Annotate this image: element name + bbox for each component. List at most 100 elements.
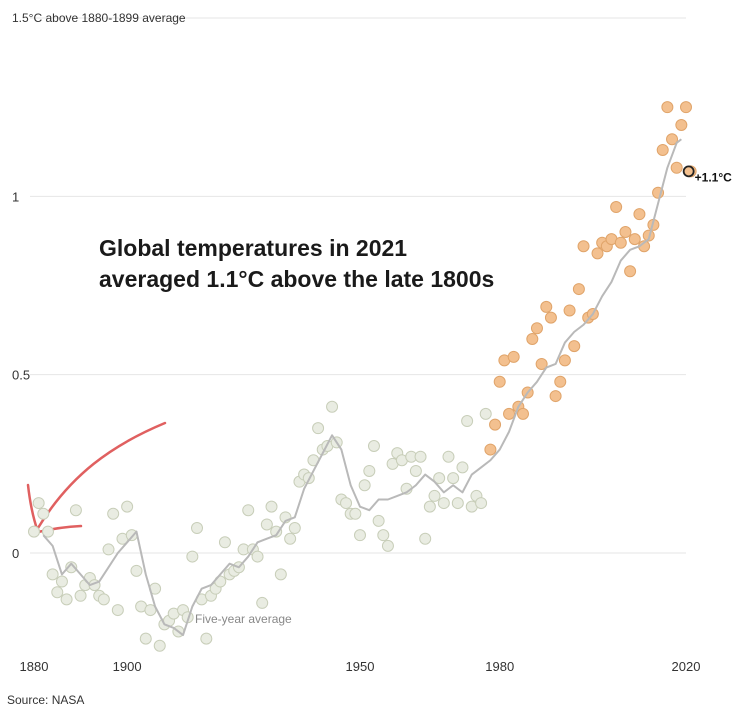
data-point [530,322,543,335]
chart-title-line2: averaged 1.1°C above the late 1800s [99,266,494,292]
data-point [107,507,120,520]
data-point [414,450,427,463]
x-tick-label: 1880 [20,659,49,674]
data-point [32,497,45,510]
data-point [535,357,548,370]
data-point [633,208,646,221]
data-point [260,518,273,531]
data-point [517,407,529,420]
data-point [97,593,110,606]
data-point [41,525,54,538]
annual-points [28,101,697,652]
data-point [572,283,585,296]
data-point [46,568,59,581]
data-point [37,507,50,520]
data-point [218,536,231,549]
data-point [274,568,287,581]
data-point [139,632,152,645]
y-tick-labels: 00.51 [12,189,30,561]
data-point [377,529,390,542]
data-point [381,539,394,552]
data-point [358,479,371,492]
x-tick-label: 1980 [485,659,514,674]
data-point [265,500,278,513]
red-arrow-head-bottom [36,524,83,534]
data-point [540,300,553,313]
data-point [563,304,576,317]
data-point [153,639,166,652]
data-point [456,461,469,474]
data-point [442,450,455,463]
data-point [372,514,385,527]
data-point [102,543,115,556]
data-point [661,101,674,114]
source-note: Source: NASA [7,693,84,707]
red-arrow-curve [36,421,167,530]
data-point [484,443,497,456]
callout-marker [682,165,695,178]
data-point [558,354,571,367]
x-tick-labels: 1880 1900 1950 1980 2020 [20,659,701,674]
data-point [544,311,557,324]
data-point [423,500,436,513]
y-tick-label: 1 [12,189,19,204]
y-tick-label: 0.5 [12,368,30,383]
data-point [479,407,492,420]
y-axis-label: 1.5°C above 1880-1899 average [12,11,186,25]
data-point [270,525,283,538]
callout: +1.1°C [682,165,732,184]
x-tick-label: 2020 [672,659,701,674]
data-point [130,564,143,577]
data-point [568,340,581,353]
data-point [326,400,339,413]
data-point [433,472,446,485]
data-point [670,161,683,174]
data-point [60,593,73,606]
data-point [200,632,213,645]
data-point [624,265,637,278]
data-point [619,226,632,238]
y-tick-label: 0 [12,546,19,561]
data-point [363,464,376,477]
data-point [507,350,520,363]
data-point [475,497,488,510]
data-point [242,504,255,517]
data-point [55,575,68,588]
data-point [666,133,679,146]
data-point [74,589,87,602]
data-point [288,522,301,535]
data-point [367,440,380,452]
data-point [493,375,506,388]
data-point [428,489,441,502]
data-point [69,504,82,517]
chart-title: Global temperatures in 2021 [99,235,407,261]
data-point [121,500,134,513]
x-tick-label: 1900 [113,659,142,674]
data-point [340,497,353,510]
data-point [489,418,502,431]
data-point [591,247,604,260]
data-point [349,507,362,520]
callout-label: +1.1°C [695,170,732,184]
data-point [577,240,590,253]
data-point [461,415,474,428]
data-point [28,525,40,538]
data-point [65,561,78,574]
data-point [680,101,692,114]
data-point [312,422,325,435]
data-point [675,119,688,131]
five-year-trend [42,138,682,637]
data-point [503,407,516,420]
data-point [111,604,124,617]
data-point [251,550,264,563]
trend-label: Five-year average [195,612,292,626]
data-point [437,497,450,510]
data-point [447,472,460,485]
data-point [549,390,562,403]
data-point [628,233,641,246]
data-point [656,143,669,156]
data-point [526,333,539,345]
x-tick-label: 1950 [346,659,375,674]
data-point [51,586,64,599]
